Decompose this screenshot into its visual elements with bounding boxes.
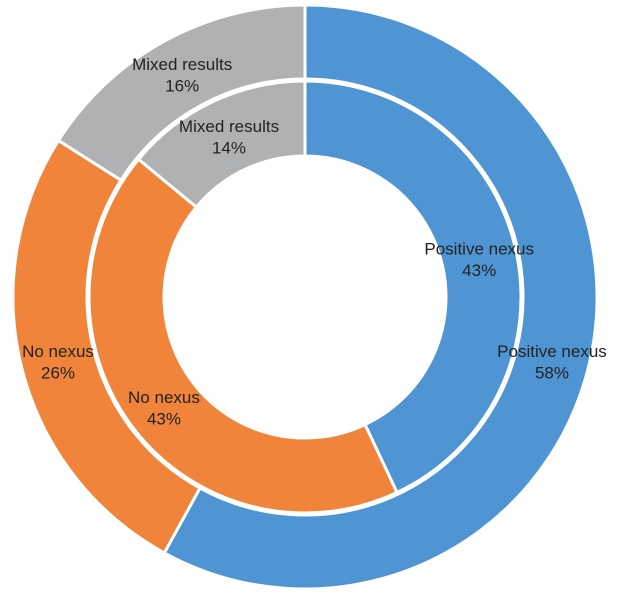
data-label: Positive nexus 58% bbox=[497, 342, 607, 382]
category-label: No nexus bbox=[128, 388, 200, 407]
donut-segment bbox=[162, 3, 599, 591]
donut-segment bbox=[303, 79, 523, 495]
category-label: Mixed results bbox=[132, 55, 232, 74]
category-label: Positive nexus bbox=[424, 240, 534, 259]
value-label: 26% bbox=[41, 363, 75, 382]
category-label: Positive nexus bbox=[497, 342, 607, 361]
data-label: No nexus 43% bbox=[128, 388, 200, 428]
value-label: 43% bbox=[147, 409, 181, 428]
data-label: Positive nexus 43% bbox=[424, 240, 534, 280]
category-label: Mixed results bbox=[179, 117, 279, 136]
data-label: Mixed results 16% bbox=[132, 55, 232, 95]
value-label: 16% bbox=[165, 76, 199, 95]
value-label: 43% bbox=[462, 261, 496, 280]
value-label: 58% bbox=[535, 363, 569, 382]
donut-segment bbox=[56, 3, 307, 183]
category-label: No nexus bbox=[22, 342, 94, 361]
data-label: No nexus 26% bbox=[22, 342, 94, 382]
donut-segment bbox=[11, 138, 203, 555]
data-label: Mixed results 14% bbox=[179, 117, 279, 157]
donut-segment bbox=[87, 157, 399, 515]
value-label: 14% bbox=[212, 138, 246, 157]
donut-segment bbox=[136, 79, 307, 210]
